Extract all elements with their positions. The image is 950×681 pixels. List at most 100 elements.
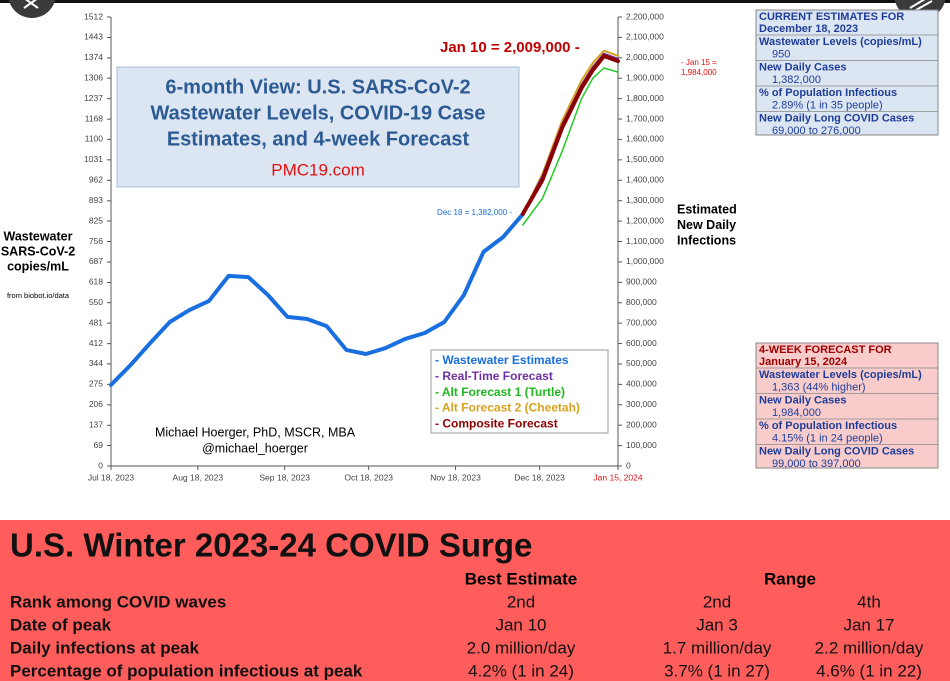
top-bar: [0, 0, 950, 3]
source: PMC19.com: [271, 160, 365, 179]
table-row-label: Daily infections at peak: [10, 638, 199, 657]
close-button[interactable]: [8, 0, 56, 18]
table-row-label: Rank among COVID waves: [10, 592, 226, 611]
y-tick-label: 756: [89, 236, 103, 246]
forecast-item-label: % of Population Infectious: [759, 420, 897, 432]
y-tick-label: 825: [89, 215, 103, 225]
legend-entry: - Composite Forecast: [435, 416, 558, 430]
forecast-title: 4-WEEK FORECAST FOR: [759, 344, 892, 356]
annotation: Dec 18 = 1,382,000 -: [437, 208, 512, 217]
current_estimates-item-value: 1,382,000: [772, 74, 821, 86]
current_estimates-item-label: Wastewater Levels (copies/mL): [759, 36, 922, 48]
y2-tick-label: 300,000: [626, 399, 657, 409]
chart: 6-month View: U.S. SARS-CoV-2 Wastewater …: [1, 9, 939, 482]
x-tick-label: Jul 18, 2023: [88, 472, 135, 482]
forecast-item-label: New Daily Long COVID Cases: [759, 445, 914, 457]
annotation: - Jan 15 =: [681, 58, 717, 67]
legend-entry: - Alt Forecast 1 (Turtle): [435, 385, 565, 399]
table-cell: Jan 3: [696, 615, 738, 634]
table-cell: 3.7% (1 in 27): [664, 661, 770, 680]
y2-tick-label: 1,700,000: [626, 113, 664, 123]
table-header: Best Estimate: [465, 569, 577, 588]
legend-entry: - Wastewater Estimates: [435, 353, 569, 367]
table-cell: Jan 17: [843, 615, 894, 634]
summary-table: U.S. Winter 2023-24 COVID Surge Best Esti…: [10, 527, 924, 681]
y-tick-label: 69: [94, 440, 104, 450]
y2-tick-label: 800,000: [626, 297, 657, 307]
y2-tick-label: 1,100,000: [626, 236, 664, 246]
chart-title: Wastewater Levels, COVID-19 Case: [151, 102, 486, 124]
x-tick-label: Nov 18, 2023: [430, 472, 481, 482]
forecast-item-value: 1,984,000: [772, 407, 821, 419]
y2-tick-label: 1,800,000: [626, 93, 664, 103]
y2-tick-label: 1,200,000: [626, 215, 664, 225]
current_estimates-item-value: 69,000 to 276,000: [772, 125, 861, 137]
series-line: [520, 54, 620, 216]
y2-tick-label: 1,300,000: [626, 195, 664, 205]
annotation: Jan 10 = 2,009,000 -: [440, 39, 580, 56]
y-tick-label: 1443: [84, 32, 103, 42]
forecast-item-value: 1,363 (44% higher): [772, 381, 866, 393]
legend-entry: - Alt Forecast 2 (Cheetah): [435, 401, 580, 415]
y-tick-label: 137: [89, 420, 103, 430]
chart-title: 6-month View: U.S. SARS-CoV-2: [165, 76, 470, 98]
forecast-item-value: 99,000 to 397,000: [772, 458, 861, 470]
y2-tick-label: 900,000: [626, 277, 657, 287]
y2-tick-label: 0: [626, 460, 631, 470]
x-tick-label: Sep 18, 2023: [259, 472, 310, 482]
annotation: 1,984,000: [681, 68, 717, 77]
forecast-date: January 15, 2024: [759, 356, 848, 368]
table-cell: 2nd: [507, 592, 535, 611]
y2-tick-label: 2,000,000: [626, 52, 664, 62]
y-tick-label: 687: [89, 256, 103, 266]
series-line: [522, 67, 619, 226]
table-cell: 2.0 million/day: [467, 638, 576, 657]
y2-tick-label: 500,000: [626, 358, 657, 368]
legend-box: [430, 349, 609, 434]
table-cell: 2.2 million/day: [815, 638, 924, 657]
x-tick-label: Aug 18, 2023: [173, 472, 224, 482]
chart-title: Estimates, and 4-week Forecast: [167, 128, 470, 150]
y2-tick-label: 100,000: [626, 440, 657, 450]
table-cell: Jan 10: [495, 615, 546, 634]
y2-tick-label: 1,600,000: [626, 134, 664, 144]
expand-icon: [909, 0, 933, 11]
current_estimates-item-value: 950: [772, 48, 790, 60]
table-cell: 1.7 million/day: [663, 638, 772, 657]
current_estimates-item-label: % of Population Infectious: [759, 87, 897, 99]
y-tick-label: 412: [89, 338, 103, 348]
current_estimates-item-value: 2.89% (1 in 35 people): [772, 99, 883, 111]
summary-table-bg: [0, 520, 950, 681]
y-tick-label: 962: [89, 175, 103, 185]
forecast-box: [755, 342, 939, 469]
y2-tick-label: 1,500,000: [626, 154, 664, 164]
y-tick-label: 1031: [84, 154, 103, 164]
y2-tick-label: 2,200,000: [626, 11, 664, 21]
y-tick-label: 344: [89, 358, 103, 368]
table-row-label: Percentage of population infectious at p…: [10, 661, 363, 680]
table-cell: 4.2% (1 in 24): [468, 661, 574, 680]
forecast-item-label: New Daily Cases: [759, 394, 846, 406]
y2-tick-label: 400,000: [626, 379, 657, 389]
forecast-item-label: Wastewater Levels (copies/mL): [759, 369, 922, 381]
y-tick-label: 206: [89, 399, 103, 409]
y2-tick-label: 2,100,000: [626, 32, 664, 42]
table-cell: 4th: [857, 592, 881, 611]
y2-axis-label: Infections: [677, 233, 736, 247]
author: Michael Hoerger, PhD, MSCR, MBA: [155, 425, 356, 439]
x-tick-label: Jan 15, 2024: [593, 472, 642, 482]
y-tick-label: 893: [89, 195, 103, 205]
table-cell: 4.6% (1 in 22): [816, 661, 922, 680]
series-line: [109, 212, 525, 387]
table-title: U.S. Winter 2023-24 COVID Surge: [10, 527, 532, 564]
x-tick-label: Oct 18, 2023: [344, 472, 393, 482]
y-axis-label: Wastewater: [3, 229, 72, 243]
current_estimates-box: [755, 9, 939, 136]
current_estimates-item-label: New Daily Cases: [759, 61, 846, 73]
y2-tick-label: 1,900,000: [626, 72, 664, 82]
y2-tick-label: 200,000: [626, 419, 657, 429]
y2-axis-label: Estimated: [677, 202, 737, 216]
author: @michael_hoerger: [202, 441, 308, 455]
y-tick-label: 618: [89, 277, 103, 287]
